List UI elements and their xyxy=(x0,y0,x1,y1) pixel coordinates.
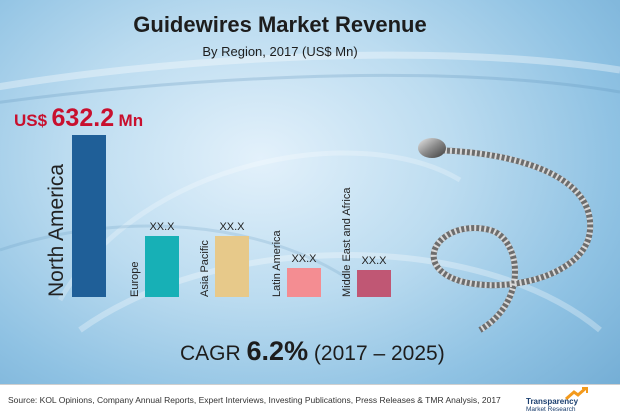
bar-value-label: XX.X xyxy=(291,253,317,265)
company-logo: Transparency Market Research xyxy=(524,387,606,415)
logo-arrow-icon xyxy=(565,387,588,401)
chart-title: Guidewires Market Revenue xyxy=(133,12,427,37)
highlight-amount: 632.2 xyxy=(51,104,115,132)
category-label: Asia Pacific xyxy=(199,240,211,297)
footer: Source: KOL Opinions, Company Annual Rep… xyxy=(0,384,620,417)
category-label: Europe xyxy=(129,261,141,297)
bar-latin-america xyxy=(287,268,321,297)
bar-middle-east-and-africa xyxy=(357,270,391,297)
bar-europe xyxy=(145,236,179,297)
highlight-currency: US$ xyxy=(14,111,48,130)
cagr-prefix: CAGR xyxy=(180,342,241,365)
cagr-label: CAGR 6.2% (2017 – 2025) xyxy=(180,336,445,367)
bar-asia-pacific xyxy=(215,236,249,297)
bar-value-label: XX.X xyxy=(361,255,387,267)
highlight-unit: Mn xyxy=(118,111,144,130)
highlight-value-label: US$ 632.2 Mn xyxy=(14,104,143,133)
cagr-period: (2017 – 2025) xyxy=(313,342,445,365)
logo-text-secondary: Market Research xyxy=(526,406,576,413)
bar-north-america xyxy=(72,135,106,297)
logo-text-primary: Transparency xyxy=(526,397,579,406)
bar-value-label: XX.X xyxy=(219,221,245,233)
category-label: North America xyxy=(45,163,68,297)
category-label: Middle East and Africa xyxy=(341,187,353,297)
cagr-value: 6.2% xyxy=(246,336,309,366)
chart-subtitle: By Region, 2017 (US$ Mn) xyxy=(202,44,358,59)
bar-value-label: XX.X xyxy=(149,221,175,233)
source-note: Source: KOL Opinions, Company Annual Rep… xyxy=(8,395,501,405)
